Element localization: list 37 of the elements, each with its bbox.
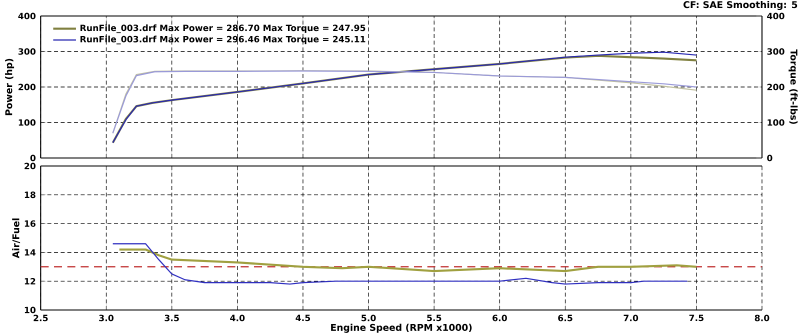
x-tick-label: 6.0 — [492, 314, 507, 322]
x-tick-label: 3.0 — [99, 314, 114, 322]
y-axis-title: Power (hp) — [5, 58, 14, 116]
y2-tick-label: 400 — [767, 12, 784, 20]
x-tick-label: 5.0 — [362, 314, 376, 322]
y-tick-label: 10 — [24, 306, 36, 314]
y2-tick-label: 100 — [768, 119, 784, 126]
y2-tick-label: 0 — [767, 154, 772, 162]
y-tick-label: 300 — [18, 48, 36, 55]
x-axis-title: Engine Speed (RPM x1000) — [331, 324, 472, 333]
x-tick-label: 2.5 — [34, 314, 48, 322]
y2-tick-label: 200 — [767, 84, 784, 90]
line-series — [118, 248, 698, 272]
y-tick-label: 16 — [24, 220, 36, 227]
y2-axis-title: Torque (ft-lbs) — [788, 49, 798, 124]
x-tick-label: 7.5 — [689, 314, 704, 322]
line-series — [112, 70, 698, 134]
text: CF: SAE Smoothing: 5 — [684, 0, 798, 10]
y-tick-label: 14 — [24, 249, 36, 256]
x-tick-label: 7.0 — [624, 314, 638, 322]
x-tick-label: 3.5 — [164, 314, 179, 322]
y-tick-label: 18 — [24, 192, 36, 198]
y-axis-title: Air/Fuel — [12, 218, 20, 258]
y-tick-label: 0 — [30, 154, 36, 162]
y-tick-label: 200 — [18, 84, 36, 90]
legend-label: RunFile_003.drf Max Power = 286.70 Max Torque = 247.95 — [80, 24, 366, 34]
y-tick-label: 400 — [18, 12, 36, 20]
y-tick-label: 12 — [24, 278, 36, 284]
legend-label: RunFile_003.drf Max Power = 296.46 Max Torque = 245.11 — [80, 36, 366, 44]
x-tick-label: 8.0 — [754, 314, 770, 322]
y-tick-label: 20 — [24, 162, 36, 170]
y2-tick-label: 300 — [767, 48, 784, 55]
x-tick-label: 5.5 — [427, 314, 442, 322]
x-tick-label: 4.5 — [296, 314, 310, 322]
y-tick-label: 100 — [18, 119, 36, 126]
x-tick-label: 4.0 — [230, 314, 245, 322]
x-tick-label: 6.5 — [558, 314, 572, 322]
